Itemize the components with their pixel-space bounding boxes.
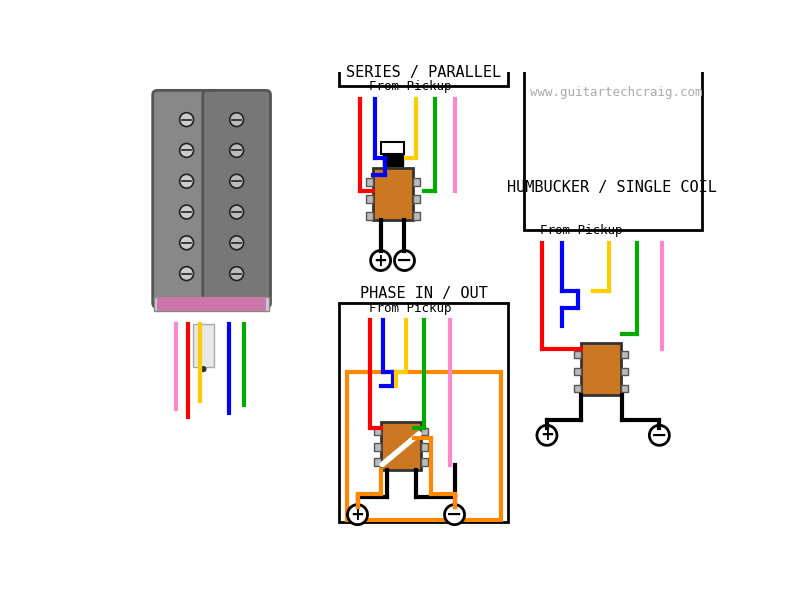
Text: From Pickup: From Pickup	[368, 302, 451, 315]
Bar	[621, 350, 628, 358]
Text: −: −	[396, 251, 412, 270]
Text: −: −	[651, 426, 667, 445]
Circle shape	[180, 144, 193, 158]
Bar	[347, 372, 501, 520]
FancyBboxPatch shape	[203, 90, 271, 307]
Circle shape	[537, 425, 557, 445]
Bar	[366, 178, 373, 186]
Bar	[339, 303, 508, 522]
Circle shape	[348, 504, 368, 525]
Bar	[621, 385, 628, 392]
Circle shape	[229, 174, 244, 188]
Circle shape	[180, 267, 193, 280]
Text: −: −	[447, 505, 463, 524]
Bar	[413, 212, 420, 220]
Bar	[621, 368, 628, 375]
Bar	[208, 297, 266, 310]
Bar	[574, 350, 581, 358]
Bar	[157, 297, 216, 310]
Circle shape	[229, 205, 244, 219]
Circle shape	[229, 113, 244, 126]
Text: PHASE IN / OUT: PHASE IN / OUT	[360, 286, 487, 301]
Bar	[374, 428, 380, 435]
Text: +: +	[374, 252, 388, 270]
Text: +: +	[540, 426, 554, 444]
Circle shape	[395, 250, 415, 271]
Bar	[524, 26, 702, 230]
Circle shape	[229, 236, 244, 250]
Circle shape	[180, 236, 193, 250]
Text: HUMBUCKER / SINGLE COIL: HUMBUCKER / SINGLE COIL	[507, 180, 717, 195]
Bar	[154, 297, 269, 310]
Text: From Pickup: From Pickup	[539, 225, 622, 237]
Bar	[383, 153, 403, 166]
Text: From Pickup: From Pickup	[368, 80, 451, 93]
Bar	[581, 343, 621, 395]
Bar	[413, 178, 420, 186]
Bar	[380, 422, 420, 470]
Circle shape	[650, 425, 670, 445]
Text: www.guitartechcraig.com: www.guitartechcraig.com	[530, 86, 702, 99]
Text: SERIES / PARALLEL: SERIES / PARALLEL	[346, 65, 501, 80]
Bar	[420, 428, 427, 435]
Circle shape	[180, 174, 193, 188]
Bar	[366, 195, 373, 203]
Bar	[413, 195, 420, 203]
Bar	[374, 458, 380, 466]
Circle shape	[201, 366, 207, 372]
Circle shape	[180, 113, 193, 126]
FancyBboxPatch shape	[153, 90, 221, 307]
Bar	[374, 443, 380, 450]
Bar	[339, 0, 508, 86]
Text: +: +	[351, 506, 364, 524]
Circle shape	[180, 205, 193, 219]
Bar	[574, 385, 581, 392]
Bar	[420, 458, 427, 466]
Bar	[574, 368, 581, 375]
Bar	[366, 212, 373, 220]
Bar	[193, 325, 214, 367]
Circle shape	[371, 250, 391, 271]
Circle shape	[229, 267, 244, 280]
Circle shape	[229, 144, 244, 158]
Circle shape	[444, 504, 464, 525]
Bar	[381, 142, 404, 155]
Bar	[420, 443, 427, 450]
Bar	[373, 168, 413, 220]
